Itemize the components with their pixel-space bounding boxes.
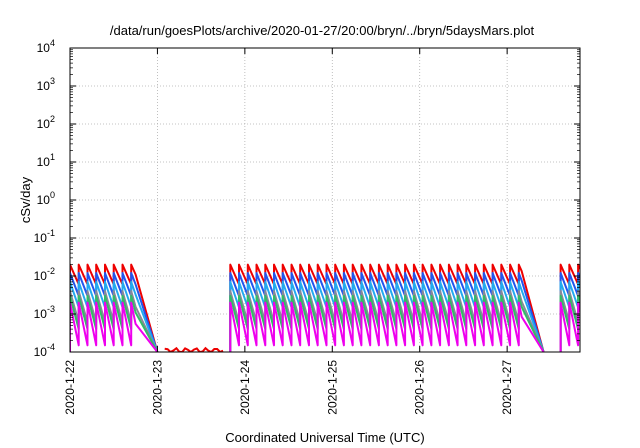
baseline-line bbox=[164, 346, 224, 352]
y-tick-label: 103 bbox=[37, 76, 55, 93]
x-tick-label: 2020-1-25 bbox=[325, 360, 339, 415]
x-axis-label: Coordinated Universal Time (UTC) bbox=[225, 430, 424, 445]
y-tick-label: 101 bbox=[37, 152, 55, 169]
chart-title: /data/run/goesPlots/archive/2020-01-27/2… bbox=[110, 23, 535, 38]
x-tick-label: 2020-1-23 bbox=[150, 360, 164, 415]
y-axis-label: cSv/day bbox=[18, 176, 33, 223]
y-tick-label: 10-4 bbox=[34, 342, 55, 359]
x-tick-label: 2020-1-26 bbox=[413, 360, 427, 415]
y-tick-label: 104 bbox=[37, 38, 55, 55]
y-axis: 10-4 10-3 10-2 10-1 100 101 102 103 104 bbox=[34, 38, 580, 359]
y-tick-label: 10-1 bbox=[34, 228, 55, 245]
x-tick-label: 2020-1-27 bbox=[500, 360, 514, 415]
y-tick-label: 100 bbox=[37, 190, 55, 207]
x-axis: 2020-1-22 2020-1-23 2020-1-24 2020-1-25 2020… bbox=[63, 48, 514, 415]
series-layer bbox=[70, 263, 580, 352]
y-tick-label: 10-2 bbox=[34, 266, 55, 283]
x-tick-label: 2020-1-22 bbox=[63, 360, 77, 415]
x-tick-label: 2020-1-24 bbox=[238, 360, 252, 415]
grid bbox=[70, 48, 580, 352]
y-tick-label: 102 bbox=[37, 114, 55, 131]
y-tick-label: 10-3 bbox=[34, 304, 55, 321]
